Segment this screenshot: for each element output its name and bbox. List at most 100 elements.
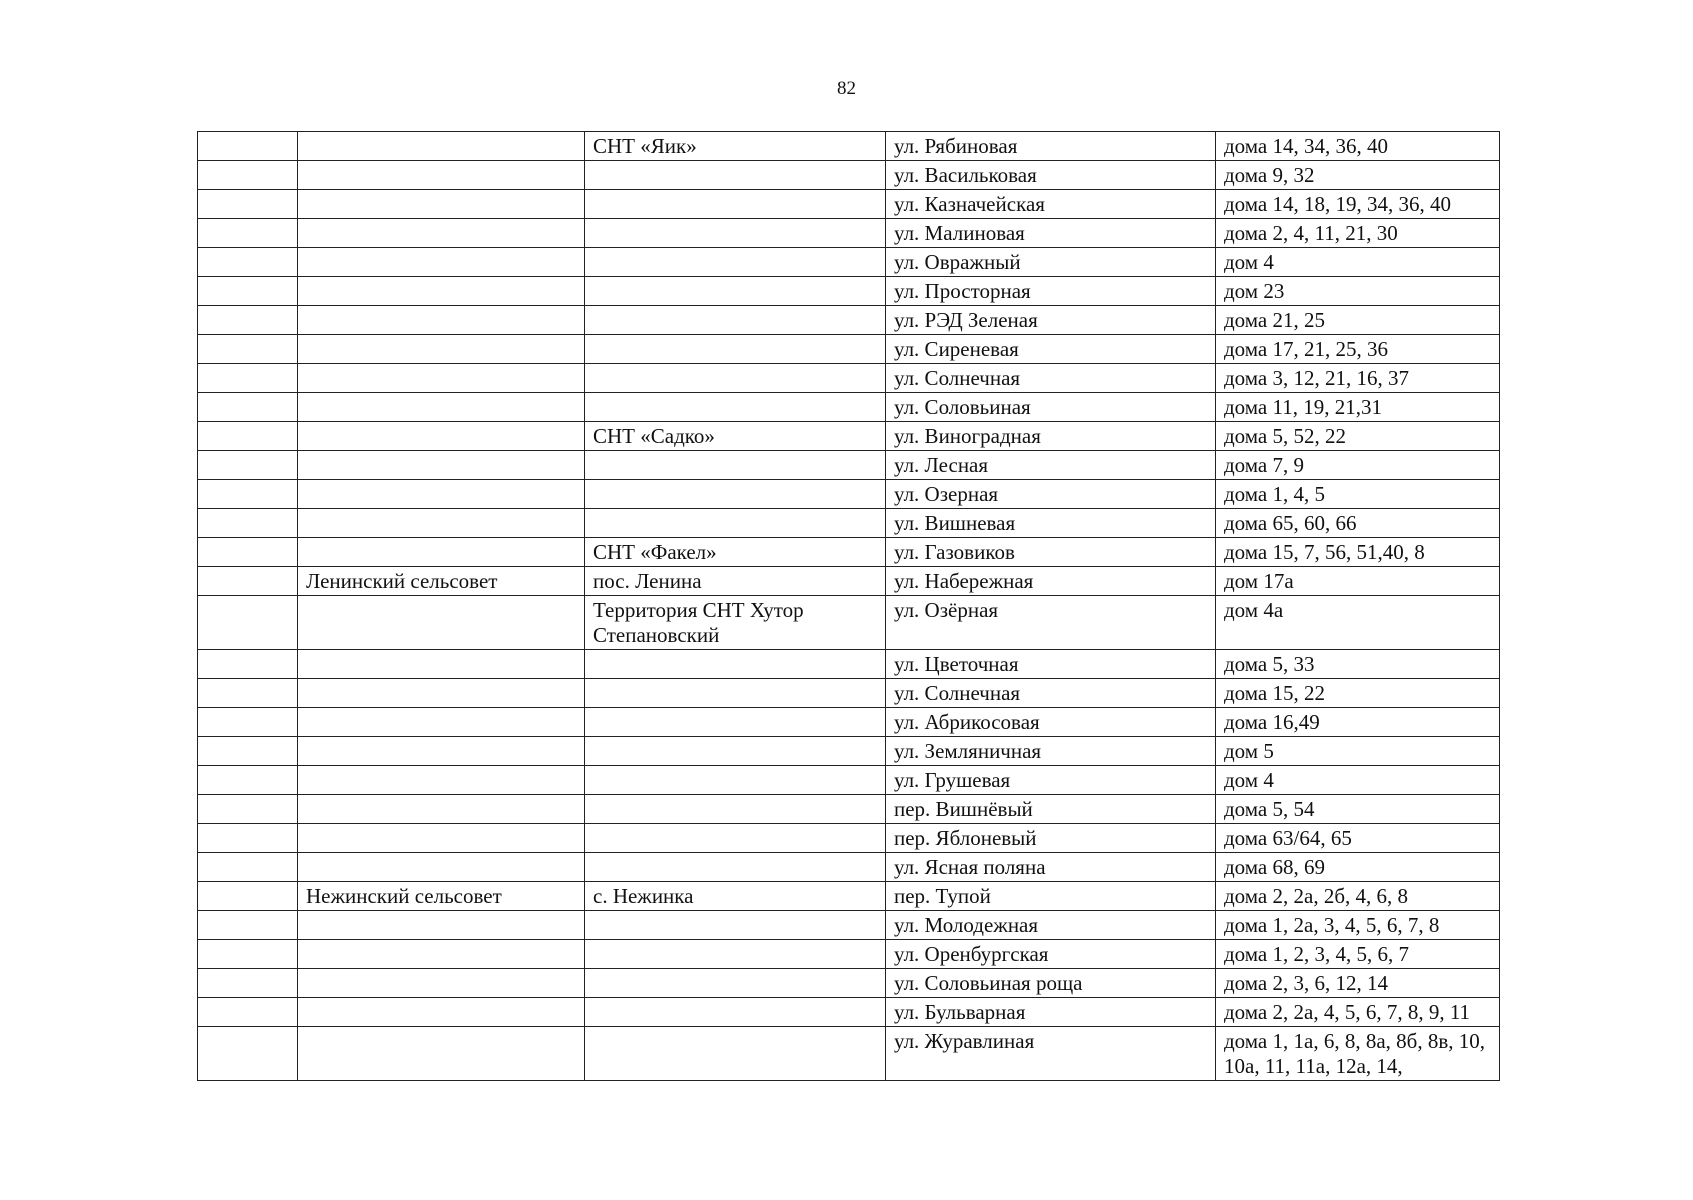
street-cell: ул. Васильковая (885, 160, 1216, 190)
row-number-cell (197, 765, 298, 795)
houses-cell: дома 21, 25 (1215, 305, 1500, 335)
street-cell: ул. Озерная (885, 479, 1216, 509)
street-cell: ул. Соловьиная роща (885, 968, 1216, 998)
settlement-cell (584, 218, 886, 248)
settlement-cell (584, 678, 886, 708)
street-cell: ул. Солнечная (885, 678, 1216, 708)
street-cell: ул. Рябиновая (885, 131, 1216, 161)
table-row: ул. Цветочная дома 5, 33 (197, 649, 1500, 679)
row-number-cell (197, 537, 298, 567)
settlement-cell (584, 160, 886, 190)
settlement-cell: пос. Ленина (584, 566, 886, 596)
district-cell (297, 595, 585, 650)
row-number-cell (197, 392, 298, 422)
row-number-cell (197, 881, 298, 911)
houses-cell: дом 4 (1215, 247, 1500, 277)
street-cell: ул. Оренбургская (885, 939, 1216, 969)
houses-cell: дома 1, 2, 3, 4, 5, 6, 7 (1215, 939, 1500, 969)
houses-cell: дома 15, 22 (1215, 678, 1500, 708)
table-row: ул. Озерная дома 1, 4, 5 (197, 479, 1500, 509)
settlement-cell (584, 508, 886, 538)
street-cell: ул. Абрикосовая (885, 707, 1216, 737)
street-cell: ул. Земляничная (885, 736, 1216, 766)
district-cell (297, 736, 585, 766)
street-cell: пер. Вишнёвый (885, 794, 1216, 824)
row-number-cell (197, 276, 298, 306)
houses-cell: дома 1, 2а, 3, 4, 5, 6, 7, 8 (1215, 910, 1500, 940)
district-cell (297, 392, 585, 422)
table-row: ул. Малиновая дома 2, 4, 11, 21, 30 (197, 218, 1500, 248)
table-row: ул. Оренбургская дома 1, 2, 3, 4, 5, 6, 7 (197, 939, 1500, 969)
row-number-cell (197, 736, 298, 766)
settlement-cell (584, 707, 886, 737)
district-cell (297, 707, 585, 737)
district-cell (297, 508, 585, 538)
table-row: ул. Молодежная дома 1, 2а, 3, 4, 5, 6, 7,… (197, 910, 1500, 940)
row-number-cell (197, 939, 298, 969)
street-cell: ул. Газовиков (885, 537, 1216, 567)
table-row: ул. Лесная дома 7, 9 (197, 450, 1500, 480)
table-row: ул. Овражный дом 4 (197, 247, 1500, 277)
district-cell (297, 852, 585, 882)
houses-cell: дома 14, 34, 36, 40 (1215, 131, 1500, 161)
district-cell (297, 450, 585, 480)
row-number-cell (197, 595, 298, 650)
settlement-cell (584, 363, 886, 393)
table-row: СНТ «Садко» ул. Виноградная дома 5, 52, 22 (197, 421, 1500, 451)
district-cell (297, 334, 585, 364)
table-row: ул. Казначейская дома 14, 18, 19, 34, 36,… (197, 189, 1500, 219)
settlement-cell: Территория СНТ Хутор Степановский (584, 595, 886, 650)
district-cell (297, 794, 585, 824)
table-row: пер. Яблоневый дома 63/64, 65 (197, 823, 1500, 853)
row-number-cell (197, 363, 298, 393)
houses-cell: дома 2, 2а, 4, 5, 6, 7, 8, 9, 11 (1215, 997, 1500, 1027)
settlement-cell (584, 1026, 886, 1081)
street-cell: ул. Солнечная (885, 363, 1216, 393)
row-number-cell (197, 968, 298, 998)
table-row: ул. Журавлиная дома 1, 1а, 6, 8, 8а, 8б, … (197, 1026, 1500, 1081)
row-number-cell (197, 421, 298, 451)
settlement-cell (584, 736, 886, 766)
district-cell (297, 678, 585, 708)
row-number-cell (197, 997, 298, 1027)
houses-cell: дома 68, 69 (1215, 852, 1500, 882)
table-row: ул. Соловьиная роща дома 2, 3, 6, 12, 14 (197, 968, 1500, 998)
street-cell: ул. Просторная (885, 276, 1216, 306)
table-row: СНТ «Факел» ул. Газовиков дома 15, 7, 56, … (197, 537, 1500, 567)
table-row: ул. Солнечная дома 3, 12, 21, 16, 37 (197, 363, 1500, 393)
houses-cell: дома 5, 54 (1215, 794, 1500, 824)
houses-cell: дома 15, 7, 56, 51,40, 8 (1215, 537, 1500, 567)
row-number-cell (197, 247, 298, 277)
table-row: Ленинский сельсовет пос. Ленина ул. Набере… (197, 566, 1500, 596)
street-cell: ул. Овражный (885, 247, 1216, 277)
settlement-cell: СНТ «Садко» (584, 421, 886, 451)
table-row: ул. Ясная поляна дома 68, 69 (197, 852, 1500, 882)
settlement-cell (584, 968, 886, 998)
street-cell: ул. Озёрная (885, 595, 1216, 650)
settlement-cell: СНТ «Яик» (584, 131, 886, 161)
settlement-cell (584, 334, 886, 364)
houses-cell: дома 1, 1а, 6, 8, 8а, 8б, 8в, 10, 10а, 1… (1215, 1026, 1500, 1081)
district-cell (297, 939, 585, 969)
district-cell (297, 421, 585, 451)
settlement-cell (584, 392, 886, 422)
district-cell (297, 131, 585, 161)
row-number-cell (197, 794, 298, 824)
houses-cell: дома 2, 4, 11, 21, 30 (1215, 218, 1500, 248)
street-cell: пер. Яблоневый (885, 823, 1216, 853)
row-number-cell (197, 823, 298, 853)
settlement-cell (584, 823, 886, 853)
settlement-cell (584, 794, 886, 824)
settlement-cell (584, 305, 886, 335)
row-number-cell (197, 707, 298, 737)
district-cell (297, 160, 585, 190)
houses-cell: дома 2, 2а, 2б, 4, 6, 8 (1215, 881, 1500, 911)
street-cell: ул. РЭД Зеленая (885, 305, 1216, 335)
row-number-cell (197, 1026, 298, 1081)
table-row: ул. Сиреневая дома 17, 21, 25, 36 (197, 334, 1500, 364)
row-number-cell (197, 131, 298, 161)
district-cell (297, 910, 585, 940)
houses-cell: дом 17а (1215, 566, 1500, 596)
settlement-cell (584, 765, 886, 795)
settlement-cell (584, 852, 886, 882)
